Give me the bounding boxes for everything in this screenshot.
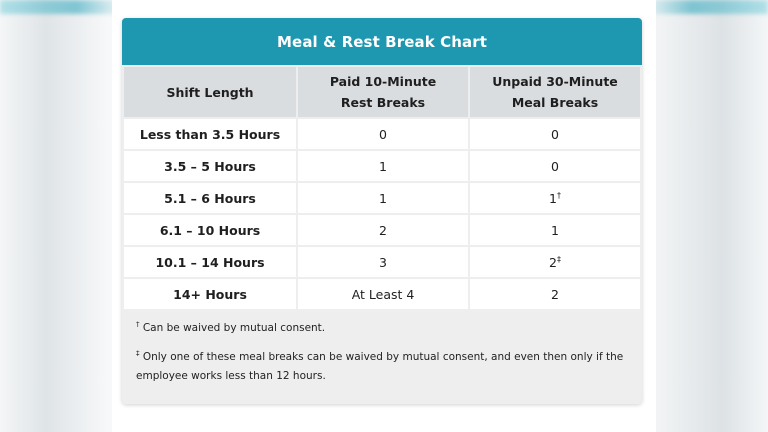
header-shift-length: Shift Length [124, 67, 297, 117]
meal-value: 0 [551, 126, 559, 142]
table-row: 5.1 – 6 Hours 1 1† [124, 183, 640, 213]
header-meal-breaks: Unpaid 30-Minute Meal Breaks [470, 67, 640, 117]
meal-breaks-cell: 1† [470, 183, 640, 213]
shift-length-cell: 6.1 – 10 Hours [124, 215, 297, 245]
table-row: 14+ Hours At Least 4 2 [124, 279, 640, 309]
meal-breaks-cell: 2‡ [470, 247, 640, 277]
meal-breaks-cell: 0 [470, 119, 640, 149]
table-row: Less than 3.5 Hours 0 0 [124, 119, 640, 149]
footnote-dagger-text: Can be waived by mutual consent. [142, 322, 326, 334]
header-shift-label: Shift Length [166, 84, 254, 100]
rest-breaks-cell: 0 [298, 119, 468, 149]
header-rest-line1: Paid 10-Minute [329, 74, 437, 89]
header-meal-line1: Unpaid 30-Minute [492, 74, 618, 89]
footnote-marker: † [556, 190, 561, 200]
shift-length-cell: 5.1 – 6 Hours [124, 183, 297, 213]
meal-value: 2 [549, 254, 557, 270]
break-table: Shift Length Paid 10-Minute Rest Breaks … [122, 65, 642, 311]
footnote-double-dagger: ‡ Only one of these meal breaks can be w… [136, 348, 628, 386]
chart-title: Meal & Rest Break Chart [122, 18, 642, 65]
break-chart-card: Meal & Rest Break Chart Shift Length Pai… [122, 18, 642, 404]
header-meal-line2: Meal Breaks [511, 95, 599, 110]
content-page: Meal & Rest Break Chart Shift Length Pai… [112, 0, 656, 432]
header-rest-breaks: Paid 10-Minute Rest Breaks [298, 67, 468, 117]
footnotes: † Can be waived by mutual consent. ‡ Onl… [122, 311, 642, 386]
shift-length-cell: 10.1 – 14 Hours [124, 247, 297, 277]
footnote-double-dagger-text: Only one of these meal breaks can be wai… [136, 351, 624, 382]
meal-breaks-cell: 0 [470, 151, 640, 181]
rest-breaks-cell: 1 [298, 151, 468, 181]
shift-length-cell: Less than 3.5 Hours [124, 119, 297, 149]
table-header-row: Shift Length Paid 10-Minute Rest Breaks … [124, 67, 640, 117]
meal-breaks-cell: 2 [470, 279, 640, 309]
meal-value: 1 [551, 222, 559, 238]
shift-length-cell: 3.5 – 5 Hours [124, 151, 297, 181]
shift-length-cell: 14+ Hours [124, 279, 297, 309]
footnote-double-dagger-marker: ‡ [136, 349, 140, 358]
meal-value: 2 [551, 286, 559, 302]
table-row: 10.1 – 14 Hours 3 2‡ [124, 247, 640, 277]
meal-breaks-cell: 1 [470, 215, 640, 245]
footnote-marker: ‡ [556, 254, 561, 264]
table-row: 3.5 – 5 Hours 1 0 [124, 151, 640, 181]
table-row: 6.1 – 10 Hours 2 1 [124, 215, 640, 245]
rest-breaks-cell: 1 [298, 183, 468, 213]
footnote-dagger: † Can be waived by mutual consent. [136, 319, 628, 338]
rest-breaks-cell: 3 [298, 247, 468, 277]
meal-value: 0 [551, 158, 559, 174]
rest-breaks-cell: 2 [298, 215, 468, 245]
meal-value: 1 [549, 190, 557, 206]
rest-breaks-cell: At Least 4 [298, 279, 468, 309]
footnote-dagger-marker: † [136, 320, 140, 329]
header-rest-line2: Rest Breaks [340, 95, 426, 110]
